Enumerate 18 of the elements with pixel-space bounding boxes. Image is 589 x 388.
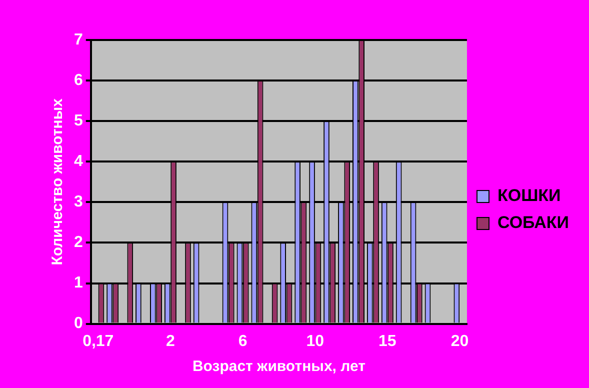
y-tick-label: 2 [74,234,83,252]
legend-label: СОБАКИ [497,213,570,232]
x-tick-label: 6 [238,332,248,350]
x-tick-label: 2 [166,332,175,350]
x-axis-title: Возраст животных, лет [192,358,366,376]
y-tick-label: 3 [74,194,83,211]
y-tick-label: 6 [74,72,83,89]
y-tick-label: 1 [74,274,83,292]
legend-label: КОШКИ [497,186,561,206]
x-tick-label: 10 [306,332,324,350]
y-tick-label: 5 [74,112,83,130]
x-tick-label: 15 [378,332,396,350]
y-tick-label: 4 [74,153,83,170]
x-tick-label: 20 [450,332,469,350]
y-tick-label: 0 [74,315,83,332]
x-tick-label: 0,17 [82,332,114,350]
y-axis-title: Количество животных [49,98,66,266]
y-tick-label: 7 [74,31,83,48]
